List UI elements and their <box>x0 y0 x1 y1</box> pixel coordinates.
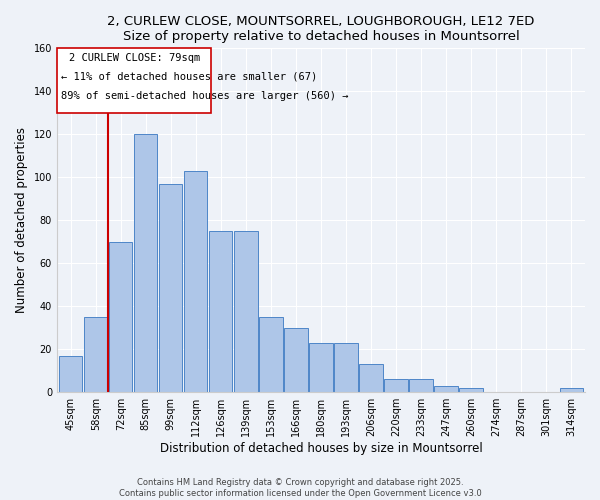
Bar <box>359 364 383 392</box>
Bar <box>310 343 332 392</box>
Bar <box>159 184 182 392</box>
Bar <box>560 388 583 392</box>
Bar <box>134 134 157 392</box>
Text: ← 11% of detached houses are smaller (67): ← 11% of detached houses are smaller (67… <box>61 72 317 82</box>
Bar <box>184 171 208 392</box>
Bar <box>209 231 232 392</box>
Text: Contains HM Land Registry data © Crown copyright and database right 2025.
Contai: Contains HM Land Registry data © Crown c… <box>119 478 481 498</box>
Bar <box>434 386 458 392</box>
Title: 2, CURLEW CLOSE, MOUNTSORREL, LOUGHBOROUGH, LE12 7ED
Size of property relative t: 2, CURLEW CLOSE, MOUNTSORREL, LOUGHBOROU… <box>107 15 535 43</box>
Bar <box>84 317 107 392</box>
Bar <box>284 328 308 392</box>
Text: 89% of semi-detached houses are larger (560) →: 89% of semi-detached houses are larger (… <box>61 92 349 102</box>
Text: 2 CURLEW CLOSE: 79sqm: 2 CURLEW CLOSE: 79sqm <box>68 52 200 62</box>
Bar <box>460 388 483 392</box>
Bar <box>59 356 82 392</box>
Bar <box>409 380 433 392</box>
X-axis label: Distribution of detached houses by size in Mountsorrel: Distribution of detached houses by size … <box>160 442 482 455</box>
FancyBboxPatch shape <box>58 48 211 113</box>
Bar <box>259 317 283 392</box>
Bar <box>234 231 257 392</box>
Bar <box>334 343 358 392</box>
Bar <box>385 380 407 392</box>
Y-axis label: Number of detached properties: Number of detached properties <box>15 128 28 314</box>
Bar <box>109 242 133 392</box>
